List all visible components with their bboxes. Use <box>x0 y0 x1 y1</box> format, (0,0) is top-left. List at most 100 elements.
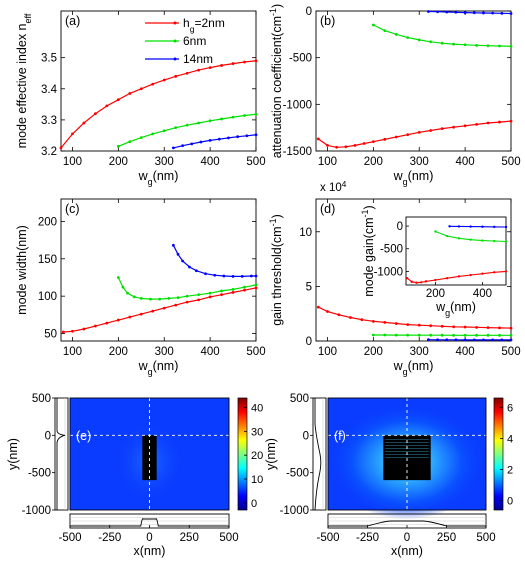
data-point <box>452 42 456 46</box>
data-point <box>463 124 467 128</box>
y-tick-label: 3.4 <box>41 84 58 96</box>
axes-frame <box>60 10 257 152</box>
y-tick-label: -500 <box>289 53 312 65</box>
data-point <box>172 146 175 150</box>
inset-y-tick-label: -1000 <box>374 266 403 278</box>
y-profile-frame <box>312 397 327 511</box>
data-point <box>344 145 348 149</box>
inset-data-point <box>415 281 418 284</box>
y-tick-label: -1000 <box>283 99 312 111</box>
y-tick-label: -1000 <box>280 505 309 517</box>
data-point <box>139 312 143 316</box>
y-tick-label: 5 <box>306 281 312 293</box>
data-point <box>498 120 501 124</box>
inset-data-point <box>445 234 449 238</box>
data-point <box>417 38 421 42</box>
data-point <box>116 98 120 102</box>
data-point <box>208 139 212 142</box>
data-point <box>349 316 352 319</box>
inset-data-point <box>493 271 496 274</box>
data-point <box>220 293 223 297</box>
data-point <box>208 119 212 123</box>
data-point <box>208 291 212 295</box>
x-tick-label: 200 <box>109 156 128 168</box>
data-point <box>463 338 467 342</box>
inset-data-point <box>420 281 423 284</box>
data-point <box>151 82 155 86</box>
legend-marker <box>173 39 177 43</box>
data-point <box>59 146 63 150</box>
data-point <box>394 322 398 325</box>
data-point <box>174 303 178 307</box>
data-point <box>151 132 155 136</box>
data-point <box>394 135 398 139</box>
y-tick-label: 0 <box>45 430 51 442</box>
data-point <box>417 323 421 327</box>
data-point <box>436 338 439 342</box>
x-tick-label: 0 <box>404 532 410 544</box>
inset-data-point <box>481 272 484 275</box>
x-axis-label: wg(nm) <box>393 169 434 187</box>
panel-label: (e) <box>76 429 91 443</box>
data-point <box>491 11 495 15</box>
y-tick-label: 100 <box>38 291 57 303</box>
data-point <box>371 23 375 27</box>
data-point <box>149 297 152 301</box>
inset-data-point <box>469 225 472 228</box>
x-tick-label: 500 <box>246 156 265 168</box>
x-tick-label: 200 <box>109 346 128 358</box>
data-point <box>71 132 74 136</box>
y-tick-label: 0 <box>306 6 312 18</box>
y-tick-label: 50 <box>44 329 57 341</box>
inset-data-point <box>481 239 484 242</box>
x-tick-label: 400 <box>201 346 220 358</box>
x-tick-label: 250 <box>180 532 199 544</box>
data-point <box>204 272 207 276</box>
colorbar-tick-label: 40 <box>251 403 263 415</box>
inset-y-tick-label: 0 <box>397 221 403 233</box>
inset-data-point <box>434 230 437 233</box>
panel-c: 100 200 300 400 500 50 100 150 200 (c) wg(nm) mode … <box>15 198 266 377</box>
y-tick-label: 500 <box>290 393 309 405</box>
data-point <box>116 318 120 322</box>
x-tick-label: 100 <box>318 156 337 168</box>
data-point <box>172 243 175 247</box>
data-point <box>371 140 375 144</box>
waveguide-block <box>142 435 157 481</box>
data-point <box>174 126 178 130</box>
data-point <box>128 140 132 144</box>
data-point <box>429 324 433 328</box>
data-point <box>185 294 189 298</box>
heatmap-frame <box>327 397 487 511</box>
y-tick-label: 0 <box>306 336 312 348</box>
data-point <box>498 326 501 330</box>
data-point <box>463 325 467 329</box>
y-tick-label: 3.2 <box>41 146 57 158</box>
inset-data-point <box>493 225 496 229</box>
data-point <box>406 323 410 327</box>
x-tick-label: -500 <box>58 532 81 544</box>
data-point <box>482 338 485 342</box>
y-tick-label: -1500 <box>283 146 312 158</box>
data-point <box>61 330 65 334</box>
data-point <box>452 125 456 129</box>
inset-data-point <box>457 237 461 240</box>
data-point <box>500 11 504 15</box>
axes-frame <box>315 10 512 152</box>
data-point <box>509 119 513 123</box>
data-point <box>213 273 217 277</box>
inset-data-point <box>457 275 461 278</box>
x-tick-label: 300 <box>155 346 174 358</box>
colorbar-tick-label: 4 <box>507 433 513 445</box>
y-tick-label: 200 <box>38 216 57 228</box>
data-point <box>454 338 458 342</box>
data-point <box>362 142 366 145</box>
y-profile-curve <box>314 398 322 511</box>
data-point <box>316 305 320 309</box>
data-point <box>445 10 449 14</box>
data-point <box>440 324 444 328</box>
panel-d: 100 200 300 400 500 0 5 10 (d) wg(nm) gain thresho… <box>268 180 521 378</box>
colorbar <box>237 397 248 511</box>
x-tick-label: 500 <box>501 346 520 358</box>
y-tick-label: 10 <box>299 227 312 239</box>
